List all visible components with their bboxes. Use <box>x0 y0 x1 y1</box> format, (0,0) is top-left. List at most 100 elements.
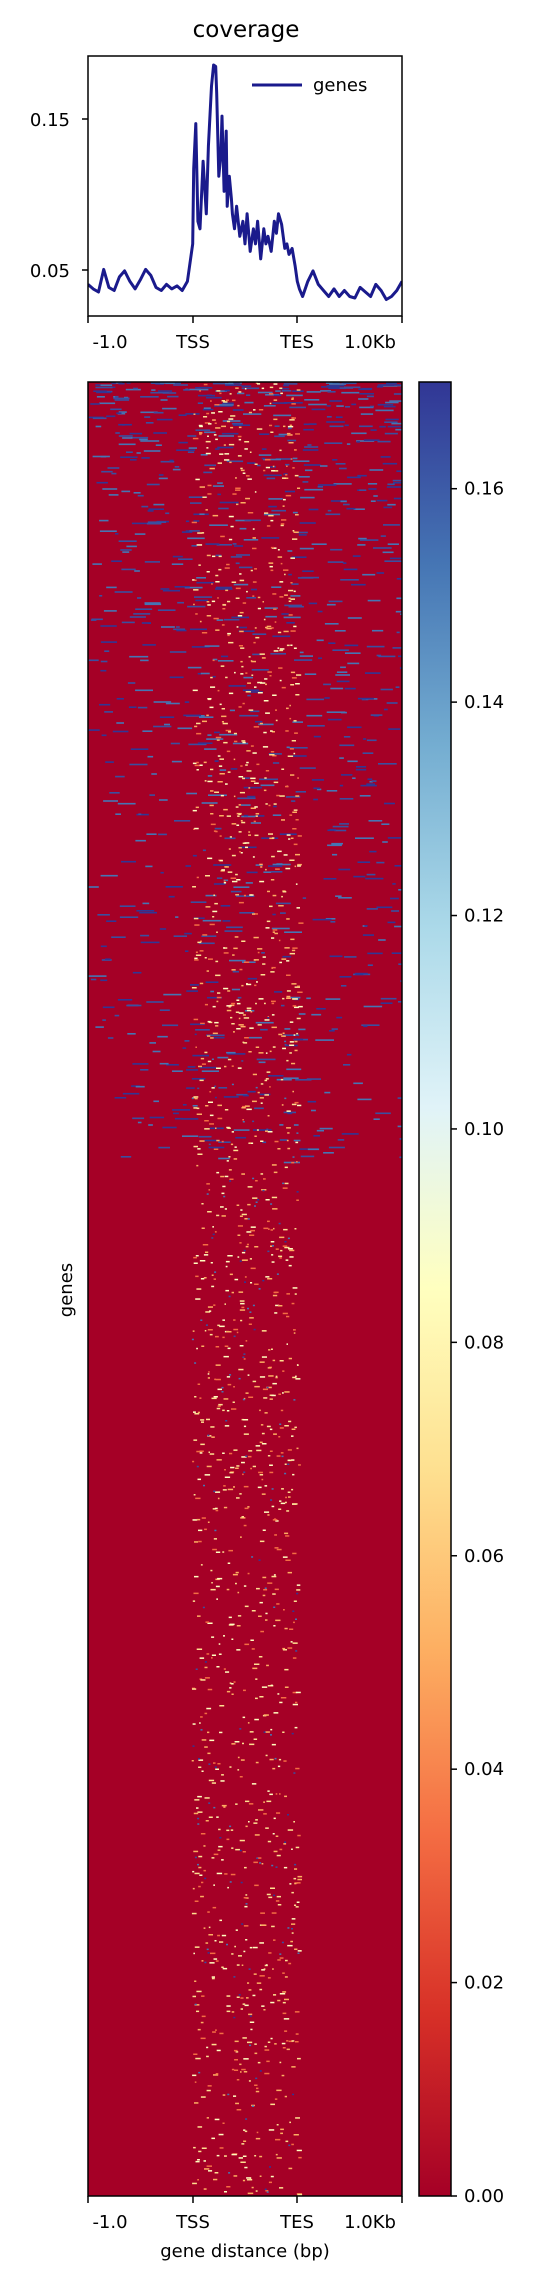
heatmap-cell <box>358 388 372 391</box>
heatmap-cell <box>217 482 223 484</box>
heatmap-cell <box>211 1977 215 1980</box>
heatmap-cell <box>236 2109 242 2111</box>
heatmap-cell <box>191 545 198 547</box>
heatmap-cell <box>224 930 243 932</box>
heatmap-cell <box>263 2009 266 2011</box>
heatmap-cell <box>269 565 273 568</box>
heatmap-cell <box>295 791 306 793</box>
heatmap-cell <box>282 1392 284 1394</box>
heatmap-cell <box>215 1335 219 1338</box>
heatmap-cell <box>267 890 270 893</box>
heatmap-cell <box>263 1227 269 1230</box>
heatmap-cell <box>275 709 277 711</box>
heatmap-cell <box>207 1688 213 1691</box>
heatmap-cell <box>224 1476 231 1478</box>
heatmap-cell <box>233 2016 236 2019</box>
heatmap-background <box>88 382 402 2196</box>
heatmap-cell <box>326 421 345 423</box>
heatmap-cell <box>313 735 321 738</box>
heatmap-cell <box>194 1856 197 1859</box>
heatmap-cell <box>236 503 239 506</box>
heatmap-cell <box>214 827 222 830</box>
heatmap-cell <box>260 1083 264 1085</box>
heatmap-cell <box>242 1119 244 1121</box>
heatmap-cell <box>313 787 320 790</box>
heatmap-cell <box>217 404 234 406</box>
heatmap-cell <box>265 927 270 929</box>
heatmap-cell <box>193 1439 198 1441</box>
heatmap-cell <box>192 762 197 765</box>
heatmap-cell <box>253 1822 258 1824</box>
heatmap-cell <box>151 389 156 391</box>
heatmap-cell <box>147 510 154 512</box>
heatmap-cell <box>271 1254 274 1256</box>
heatmap-cell <box>217 462 222 464</box>
heatmap-cell <box>284 594 288 596</box>
heatmap-cell <box>201 1739 207 1741</box>
heatmap-cell <box>223 401 228 403</box>
heatmap-cell <box>297 865 301 867</box>
heatmap-cell <box>302 449 319 451</box>
heatmap-cell <box>245 1825 248 1828</box>
heatmap-cell <box>244 1037 249 1039</box>
heatmap-cell <box>268 562 274 564</box>
heatmap-cell <box>263 1968 266 1970</box>
heatmap-cell <box>239 1849 242 1852</box>
heatmap-cell <box>302 481 309 483</box>
heatmap-cell <box>200 1278 205 1280</box>
heatmap-cell <box>276 1078 292 1081</box>
heatmap-cell <box>286 1068 302 1071</box>
heatmap-cell <box>238 813 242 815</box>
heatmap-cell <box>99 530 117 532</box>
heatmap-cell <box>192 1723 196 1725</box>
heatmap-cell <box>236 1331 239 1334</box>
heatmap-cell <box>295 1846 300 1849</box>
heatmap-cell <box>216 1407 221 1410</box>
heatmap-cell <box>270 569 274 572</box>
heatmap-cell <box>191 521 197 524</box>
heatmap-cell <box>286 622 295 624</box>
heatmap-cell <box>289 814 293 816</box>
heatmap-cell <box>130 459 137 461</box>
heatmap-cell <box>213 2178 218 2181</box>
heatmap-cell <box>326 603 336 606</box>
heatmap-cell <box>241 1418 244 1421</box>
heatmap-cell <box>266 1893 271 1896</box>
heatmap-cell <box>367 778 373 780</box>
heatmap-cell <box>252 1380 257 1383</box>
heatmap-cell <box>356 441 360 443</box>
heatmap-cell <box>202 849 206 852</box>
heatmap-cell <box>257 681 263 684</box>
heatmap-cell <box>298 1028 306 1031</box>
heatmap-cell <box>196 1465 199 1468</box>
heatmap-cell <box>265 712 270 714</box>
heatmap-cell <box>200 1057 205 1060</box>
heatmap-cell <box>293 1621 295 1624</box>
heatmap-cell <box>208 423 212 425</box>
heatmap-cell <box>292 1642 298 1644</box>
heatmap-cell <box>226 2010 231 2013</box>
heatmap-cell <box>235 477 237 479</box>
heatmap-cell <box>280 1409 284 1412</box>
heatmap-cell <box>259 1474 264 1476</box>
heatmap-cell <box>290 938 295 941</box>
heatmap-cell <box>304 399 320 401</box>
heatmap-cell <box>215 581 220 583</box>
heatmap-cell <box>240 1536 242 1538</box>
heatmap-cell <box>244 1276 247 1278</box>
heatmap-cell <box>352 555 361 557</box>
heatmap-cell <box>194 2003 197 2006</box>
heatmap-cell <box>215 2073 219 2075</box>
heatmap-cell <box>242 689 259 691</box>
heatmap-cell <box>339 784 344 787</box>
heatmap-cell <box>223 880 226 882</box>
heatmap-cell <box>209 1123 214 1125</box>
heatmap-cell <box>294 449 297 451</box>
heatmap-cell <box>363 1025 368 1028</box>
heatmap-cell <box>292 1610 295 1612</box>
heatmap-cell <box>297 1104 302 1107</box>
heatmap-cell <box>393 497 402 500</box>
heatmap-cell <box>231 1953 234 1955</box>
heatmap-cell <box>281 2042 286 2045</box>
heatmap-cell <box>260 1102 263 1104</box>
